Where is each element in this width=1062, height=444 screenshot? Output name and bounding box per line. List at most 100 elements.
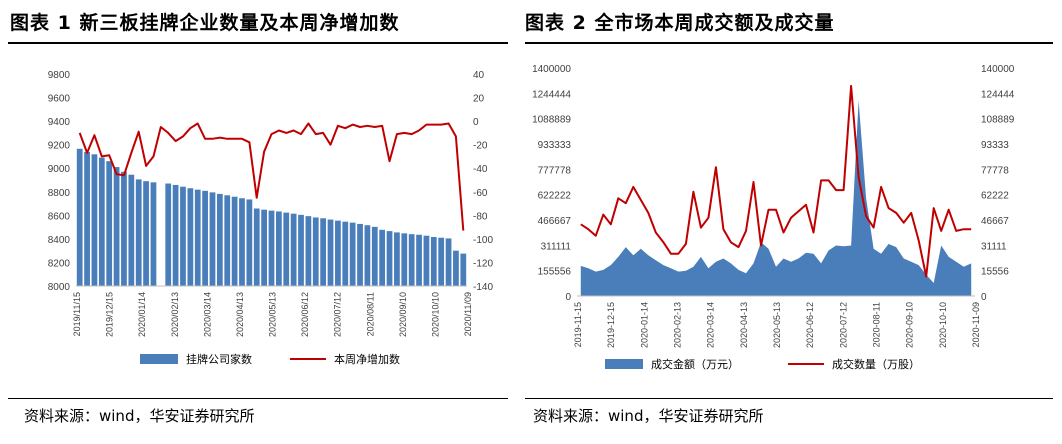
y-right-tick-label: -140 bbox=[473, 282, 493, 293]
x-tick-label: 2020/09/10 bbox=[398, 292, 408, 337]
x-tick-label: 2020-10-10 bbox=[938, 302, 948, 348]
bar bbox=[445, 238, 452, 286]
bar bbox=[401, 233, 408, 286]
y-left-tick-label: 8400 bbox=[48, 235, 71, 246]
bar bbox=[394, 232, 400, 286]
bar bbox=[239, 198, 245, 286]
legend-label-primary: 挂牌公司家数 bbox=[186, 352, 252, 366]
bar bbox=[416, 234, 422, 286]
bar bbox=[357, 223, 363, 286]
x-tick-label: 2020/07/12 bbox=[333, 292, 343, 337]
y-left-tick-label: 8000 bbox=[48, 282, 71, 293]
market-turnover-chart: 0 155556 311111 466667 622222 777778 933333 108… bbox=[532, 64, 1015, 371]
x-tick-label: 2020-02-13 bbox=[673, 302, 683, 348]
bar bbox=[298, 214, 304, 286]
bar bbox=[305, 216, 312, 286]
x-tick-label: 2020/02/13 bbox=[170, 292, 180, 337]
x-tick-label: 2020-01-14 bbox=[639, 302, 649, 348]
x-tick-label: 2020/08/11 bbox=[365, 292, 375, 336]
bar bbox=[276, 211, 282, 286]
bar bbox=[438, 237, 445, 286]
y-right-tick-label: -60 bbox=[473, 188, 488, 199]
line-series bbox=[580, 84, 972, 278]
x-tick-label: 2020/04/13 bbox=[235, 292, 245, 337]
legend-label-primary: 成交金额（万元） bbox=[651, 357, 739, 371]
y-right-tick-label: 20 bbox=[473, 94, 485, 105]
y-left-tick-label: 8600 bbox=[48, 211, 71, 222]
bar bbox=[327, 219, 334, 286]
title-underline bbox=[525, 42, 1053, 44]
y-left-tick-label: 311111 bbox=[541, 241, 572, 252]
x-tick-label: 2020/06/12 bbox=[300, 292, 310, 337]
y-left-tick-label: 9600 bbox=[48, 94, 71, 105]
x-tick-label: 2020/10/10 bbox=[430, 292, 440, 337]
y-left-tick-label: 1400000 bbox=[532, 64, 571, 75]
x-tick-label: 2020-09-10 bbox=[905, 302, 915, 348]
y-left-tick-label: 8800 bbox=[48, 188, 71, 199]
y-right-tick-label: -100 bbox=[473, 235, 493, 246]
legend-label-secondary: 本周净增加数 bbox=[334, 352, 400, 366]
y-right-tick-label: 62222 bbox=[981, 191, 1009, 202]
x-tick-label: 2019/12/15 bbox=[105, 292, 115, 337]
bar bbox=[209, 192, 216, 286]
y-left-tick-label: 9200 bbox=[48, 141, 71, 152]
bar bbox=[453, 250, 459, 286]
y-left-tick-label: 933333 bbox=[538, 140, 572, 151]
bar bbox=[371, 226, 378, 286]
bar bbox=[246, 199, 253, 286]
y-right-tick-label: -120 bbox=[473, 258, 493, 269]
bar bbox=[253, 208, 260, 286]
bar bbox=[261, 209, 267, 286]
bar bbox=[423, 235, 430, 286]
bar bbox=[76, 148, 83, 286]
bar bbox=[231, 196, 238, 286]
bar bbox=[202, 190, 208, 286]
source-note: 资料来源：wind，华安证券研究所 bbox=[533, 407, 764, 425]
y-left-tick-label: 9800 bbox=[48, 70, 71, 81]
line-series bbox=[78, 122, 465, 231]
source-divider bbox=[8, 398, 508, 399]
y-left-tick-label: 466667 bbox=[538, 216, 572, 227]
bar bbox=[165, 183, 172, 286]
x-tick-label: 2020-06-12 bbox=[805, 302, 815, 348]
area-series bbox=[580, 100, 972, 296]
bar bbox=[335, 220, 341, 286]
bar bbox=[106, 161, 113, 286]
legend-label-secondary: 成交数量（万股） bbox=[832, 357, 920, 371]
x-tick-label: 2019-11-15 bbox=[573, 302, 583, 347]
bar bbox=[364, 225, 371, 286]
source-divider bbox=[525, 398, 1053, 399]
x-tick-label: 2020-08-11 bbox=[872, 302, 882, 347]
chart-title: 图表 1 新三板挂牌企业数量及本周净增加数 bbox=[10, 12, 400, 34]
bar bbox=[268, 210, 275, 286]
y-right-tick-label: 93333 bbox=[981, 140, 1009, 151]
y-right-tick-label: -20 bbox=[473, 141, 488, 152]
x-tick-label: 2020-04-13 bbox=[739, 302, 749, 348]
y-left-tick-label: 777778 bbox=[538, 165, 572, 176]
y-left-tick-label: 9000 bbox=[48, 164, 71, 175]
bar bbox=[98, 157, 105, 286]
y-left-tick-label: 9400 bbox=[48, 117, 71, 128]
x-tick-label: 2020/01/14 bbox=[137, 292, 147, 337]
bar bbox=[84, 151, 90, 286]
x-tick-label: 2020/11/09 bbox=[463, 292, 473, 336]
y-right-tick-label: 140000 bbox=[981, 64, 1015, 75]
x-tick-label: 2019-12-15 bbox=[606, 302, 616, 348]
bar bbox=[312, 217, 319, 286]
x-tick-label: 2019/11/15 bbox=[72, 292, 82, 336]
bar bbox=[408, 234, 415, 286]
x-tick-label: 2020-11-09 bbox=[971, 302, 981, 347]
x-tick-label: 2020-07-12 bbox=[838, 302, 848, 348]
title-underline bbox=[8, 42, 508, 44]
y-left-tick-label: 155556 bbox=[538, 267, 572, 278]
y-right-tick-label: 124444 bbox=[981, 89, 1015, 100]
y-right-tick-label: 108889 bbox=[981, 115, 1015, 126]
chart-title: 图表 2 全市场本周成交额及成交量 bbox=[525, 12, 835, 34]
bar bbox=[349, 222, 356, 286]
legend-swatch-primary bbox=[605, 359, 643, 369]
bar bbox=[180, 186, 186, 286]
y-left-tick-label: 1244444 bbox=[532, 89, 571, 100]
chart-panel-market-turnover: 图表 2 全市场本周成交额及成交量 0 155556 311111 466667 622… bbox=[525, 0, 1062, 444]
y-right-tick-label: 40 bbox=[473, 70, 485, 81]
bar bbox=[430, 237, 437, 286]
